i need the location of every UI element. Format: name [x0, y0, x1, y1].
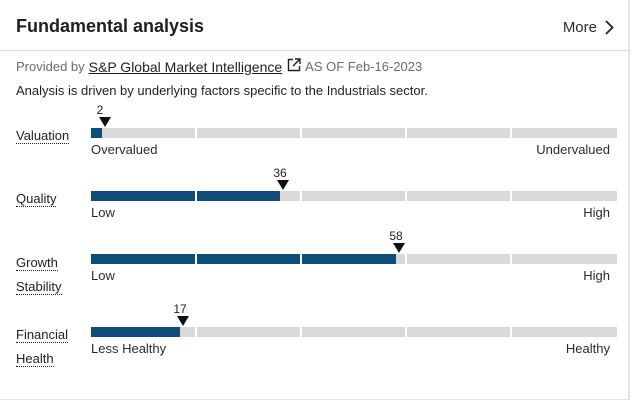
metric-label-valuation[interactable]: Valuation	[16, 124, 70, 148]
bar-segment-divider	[405, 191, 407, 201]
header-divider	[0, 50, 630, 51]
bar-segment-divider	[405, 128, 407, 138]
valuation-marker	[98, 117, 111, 127]
quality-high-label: High	[583, 205, 610, 220]
bar-segment-divider	[300, 327, 302, 337]
growth-stability-marker	[393, 243, 406, 253]
provider-link[interactable]: S&P Global Market Intelligence	[88, 58, 283, 75]
external-link-icon[interactable]	[286, 57, 302, 76]
financial-health-marker	[177, 316, 190, 326]
chevron-right-icon	[605, 20, 614, 35]
metric-label-financial-health[interactable]: Financial Health	[16, 323, 69, 371]
bar-segment-divider	[510, 327, 512, 337]
more-link[interactable]: More	[563, 19, 614, 36]
financial-label-line1[interactable]: Financial	[16, 327, 69, 343]
growth-stability-marker-value: 58	[389, 229, 403, 243]
bar-segment-divider	[195, 191, 197, 201]
metric-label-quality[interactable]: Quality	[16, 187, 57, 211]
valuation-high-label: Undervalued	[536, 142, 610, 157]
as-of-date: AS OF Feb-16-2023	[305, 59, 423, 74]
bar-segment-divider	[300, 254, 302, 264]
analysis-description: Analysis is driven by underlying factors…	[16, 83, 428, 98]
valuation-low-label: Overvalued	[91, 142, 158, 157]
bar-segment-divider	[405, 327, 407, 337]
financial-health-bar	[91, 327, 617, 337]
provider-line: Provided by S&P Global Market Intelligen…	[16, 57, 422, 76]
growth-stability-bar	[91, 254, 617, 264]
bar-segment-divider	[510, 128, 512, 138]
quality-marker-value: 36	[273, 166, 287, 180]
bar-segment-divider	[405, 254, 407, 264]
bar-segment-divider	[510, 254, 512, 264]
bar-segment-divider	[195, 327, 197, 337]
valuation-bar-fill	[91, 128, 102, 138]
valuation-bar	[91, 128, 617, 138]
more-label: More	[562, 19, 597, 36]
quality-bar	[91, 191, 617, 201]
bar-segment-divider	[510, 191, 512, 201]
bar-segment-divider	[300, 191, 302, 201]
quality-low-label: Low	[91, 205, 115, 220]
financial-health-low-label: Less Healthy	[91, 341, 167, 356]
bar-segment-divider	[300, 128, 302, 138]
valuation-label[interactable]: Valuation	[16, 128, 70, 144]
financial-health-high-label: Healthy	[565, 341, 610, 356]
provider-prefix: Provided by	[16, 59, 85, 74]
bar-segment-divider	[195, 128, 197, 138]
growth-label-line2[interactable]: Stability	[16, 279, 62, 295]
growth-stability-low-label: Low	[91, 268, 115, 283]
card-title: Fundamental analysis	[16, 16, 205, 36]
valuation-marker-value: 2	[96, 103, 104, 117]
financial-health-marker-value: 17	[173, 302, 187, 316]
quality-bar-fill	[91, 191, 281, 201]
quality-label[interactable]: Quality	[16, 191, 57, 207]
growth-label-line1[interactable]: Growth	[16, 255, 58, 271]
quality-marker	[277, 180, 290, 190]
growth-stability-high-label: High	[583, 268, 610, 283]
financial-label-line2[interactable]: Health	[16, 351, 54, 367]
bar-segment-divider	[195, 254, 197, 264]
metric-label-growth-stability[interactable]: Growth Stability	[16, 251, 62, 299]
growth-stability-bar-fill	[91, 254, 397, 264]
financial-health-bar-fill	[91, 327, 181, 337]
